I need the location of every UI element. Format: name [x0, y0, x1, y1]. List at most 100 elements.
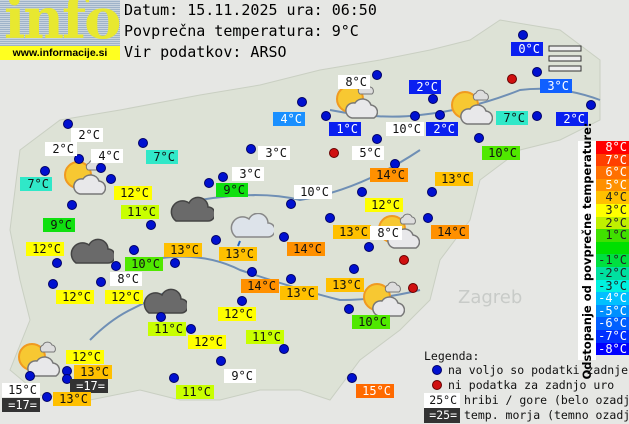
station-dot-available[interactable] [344, 304, 354, 314]
station-dot-available[interactable] [532, 67, 542, 77]
station-temperature-label: 8°C [370, 226, 402, 240]
station-dot-available[interactable] [246, 144, 256, 154]
station-dot-available[interactable] [423, 213, 433, 223]
logo-url-link[interactable]: www.informacije.si [0, 46, 120, 60]
scale-step: 6°C [596, 166, 629, 179]
legend-item-white: 25°C hribi / gore (belo ozadje) [424, 393, 629, 408]
dark-cloud-icon [70, 237, 116, 269]
station-dot-available[interactable] [216, 356, 226, 366]
scale-step: 1°C [596, 229, 629, 242]
station-dot-available[interactable] [218, 172, 228, 182]
station-temperature-label: 9°C [216, 183, 248, 197]
station-dot-available[interactable] [372, 134, 382, 144]
station-dot-available[interactable] [286, 199, 296, 209]
legend-title: Legenda: [424, 349, 480, 363]
blue-dot-icon [432, 365, 442, 375]
station-dot-available[interactable] [286, 274, 296, 284]
station-dot-available[interactable] [237, 296, 247, 306]
station-dot-available[interactable] [279, 344, 289, 354]
station-dot-available[interactable] [211, 235, 221, 245]
station-temperature-label: 8°C [110, 272, 142, 286]
station-dot-available[interactable] [357, 187, 367, 197]
logo-word: info [4, 0, 121, 52]
station-dot-available[interactable] [474, 133, 484, 143]
station-temperature-label: 11°C [246, 330, 284, 344]
station-temperature-label: 2°C [71, 128, 103, 142]
station-dot-available[interactable] [96, 163, 106, 173]
station-dot-available[interactable] [518, 30, 528, 40]
station-dot-available[interactable] [321, 111, 331, 121]
deviation-color-scale: 8°C 7°C 6°C 5°C 4°C 3°C 2°C 1°C -1°C -2°C -3°C -4°C… [596, 141, 629, 356]
station-dot-missing[interactable] [507, 74, 517, 84]
station-dot-available[interactable] [111, 261, 121, 271]
station-dot-missing[interactable] [329, 148, 339, 158]
station-temperature-label: 3°C [540, 79, 572, 93]
station-temperature-label: 13°C [164, 243, 202, 257]
station-dot-available[interactable] [297, 97, 307, 107]
station-temperature-label: 13°C [435, 172, 473, 186]
station-temperature-label: 13°C [219, 247, 257, 261]
station-temperature-label: 14°C [287, 242, 325, 256]
station-temperature-label: 11°C [121, 205, 159, 219]
station-dot-available[interactable] [586, 100, 596, 110]
station-dot-available[interactable] [25, 371, 35, 381]
logo[interactable]: info www.informacije.si [0, 0, 121, 60]
station-dot-available[interactable] [170, 258, 180, 268]
station-temperature-label: 11°C [148, 322, 186, 336]
station-temperature-label: 9°C [43, 218, 75, 232]
station-dot-available[interactable] [63, 119, 73, 129]
station-dot-available[interactable] [186, 324, 196, 334]
scale-step: 5°C [596, 179, 629, 192]
station-dot-available[interactable] [129, 245, 139, 255]
legend-red-text: ni podatka za zadnjo uro [448, 378, 615, 392]
station-dot-available[interactable] [347, 373, 357, 383]
station-dot-available[interactable] [52, 258, 62, 268]
station-dot-available[interactable] [349, 264, 359, 274]
scale-step: 4°C [596, 191, 629, 204]
legend-item-blue: na voljo so podatki zadnje ure [424, 363, 629, 378]
station-dot-available[interactable] [106, 174, 116, 184]
station-dot-available[interactable] [96, 277, 106, 287]
station-dot-available[interactable] [156, 312, 166, 322]
station-dot-available[interactable] [146, 220, 156, 230]
station-dot-available[interactable] [325, 213, 335, 223]
legend-item-dark: =25= temp. morja (temno ozadje) [424, 408, 629, 423]
station-temperature-label: 2°C [556, 112, 588, 126]
station-dot-missing[interactable] [408, 283, 418, 293]
station-dot-available[interactable] [279, 232, 289, 242]
dark-cloud-icon [170, 195, 216, 227]
station-dot-available[interactable] [40, 166, 50, 176]
scale-step: -7°C [596, 330, 629, 343]
station-dot-available[interactable] [67, 200, 77, 210]
station-temperature-label: 12°C [105, 290, 143, 304]
legend-item-red: ni podatka za zadnjo uro [424, 378, 614, 393]
station-temperature-label: 13°C [53, 392, 91, 406]
station-dot-missing[interactable] [399, 255, 409, 265]
sea-temperature-label: =17= [70, 379, 108, 393]
station-dot-available[interactable] [532, 111, 542, 121]
station-temperature-label: 2°C [426, 122, 458, 136]
sun-cloud-icon [357, 280, 406, 324]
date-line: Datum: 15.11.2025 ura: 06:50 [124, 1, 377, 19]
station-dot-available[interactable] [48, 279, 58, 289]
station-dot-available[interactable] [138, 138, 148, 148]
station-dot-available[interactable] [372, 70, 382, 80]
station-dot-available[interactable] [428, 94, 438, 104]
station-dot-available[interactable] [247, 267, 257, 277]
station-dot-available[interactable] [169, 373, 179, 383]
station-temperature-label: 8°C [338, 75, 370, 89]
station-temperature-label: 12°C [114, 186, 152, 200]
station-dot-available[interactable] [42, 392, 52, 402]
station-dot-available[interactable] [74, 154, 84, 164]
station-temperature-label: 12°C [26, 242, 64, 256]
scale-step: 3°C [596, 204, 629, 217]
station-dot-available[interactable] [410, 111, 420, 121]
station-temperature-label: 13°C [74, 365, 112, 379]
average-temperature-line: Povprečna temperatura: 9°C [124, 22, 359, 40]
station-dot-available[interactable] [364, 242, 374, 252]
station-dot-available[interactable] [427, 187, 437, 197]
station-dot-available[interactable] [435, 110, 445, 120]
station-temperature-label: 12°C [66, 350, 104, 364]
station-temperature-label: 12°C [365, 198, 403, 212]
station-dot-available[interactable] [204, 178, 214, 188]
